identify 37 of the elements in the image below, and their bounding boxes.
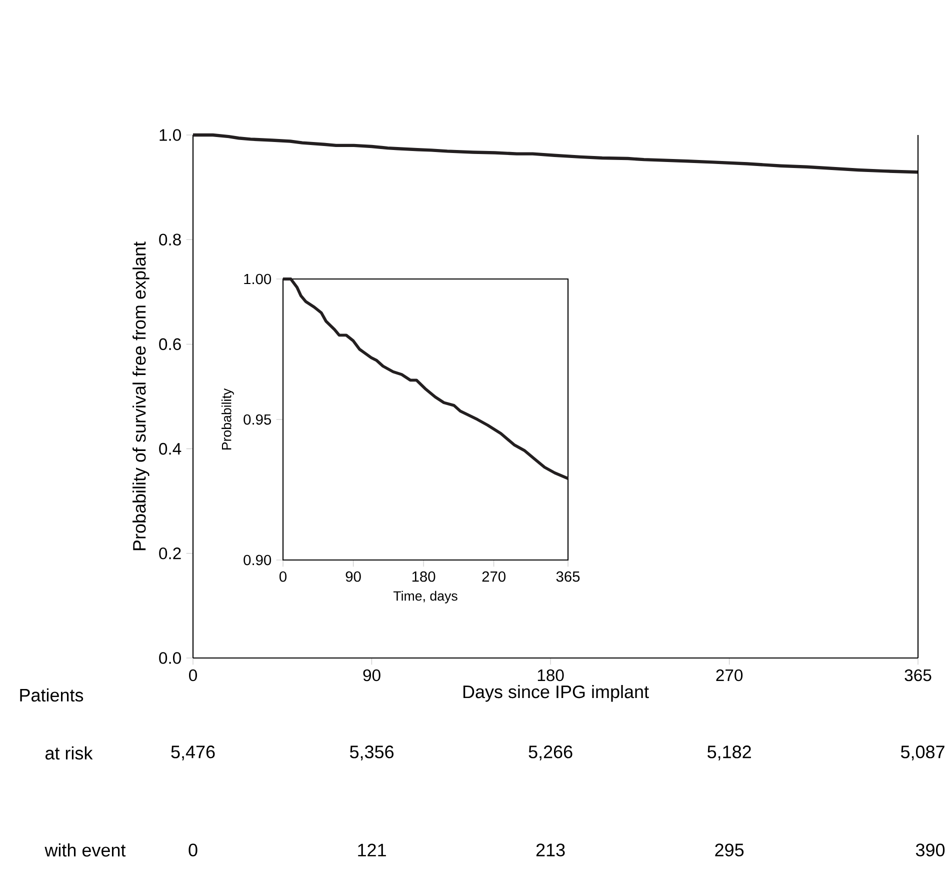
- text: 0: [188, 844, 198, 856]
- text: 5,476: [171, 746, 215, 760]
- text: 5,356: [350, 746, 394, 760]
- text: Patients: [20, 688, 84, 702]
- text: 5,266: [528, 746, 572, 760]
- text: 5,182: [708, 746, 751, 760]
- text: 5,087: [900, 746, 944, 760]
- x-tick-label: 180: [412, 571, 436, 582]
- text: 121: [358, 844, 386, 856]
- x-axis-title: Time, days: [393, 590, 458, 604]
- text: 295: [715, 844, 744, 856]
- y-axis-title: Probability: [222, 388, 234, 450]
- x-tick-label: 90: [363, 669, 380, 682]
- x-axis-title: Days since IPG implant: [463, 684, 649, 702]
- text: with event: [44, 843, 126, 857]
- y-tick-label: 0.95: [244, 414, 271, 425]
- x-tick-label: 90: [346, 571, 361, 582]
- text: 390: [916, 844, 945, 856]
- y-tick-label: 1.0: [160, 129, 181, 141]
- text: 213: [536, 844, 565, 856]
- y-tick-label: 1.00: [244, 274, 272, 284]
- x-tick-label: 0: [279, 571, 286, 582]
- x-tick-label: 180: [538, 669, 564, 682]
- line-series: [282, 278, 570, 480]
- x-tick-label: 365: [904, 669, 932, 682]
- x-tick-label: 365: [556, 571, 580, 582]
- x-tick-label: 270: [716, 669, 743, 682]
- y-tick-label: 0.2: [159, 548, 181, 560]
- x-tick-label: 270: [482, 571, 506, 582]
- y-tick-label: 0.4: [159, 442, 182, 455]
- y-tick-label: 0.6: [159, 338, 181, 350]
- text: at risk: [45, 746, 93, 760]
- y-tick-label: 0.8: [159, 234, 181, 246]
- y-axis-title: Probability of survival free from explant: [132, 242, 150, 550]
- y-tick-label: 0.0: [159, 652, 181, 664]
- x-tick-label: 0: [189, 669, 197, 682]
- y-tick-label: 0.90: [244, 554, 272, 566]
